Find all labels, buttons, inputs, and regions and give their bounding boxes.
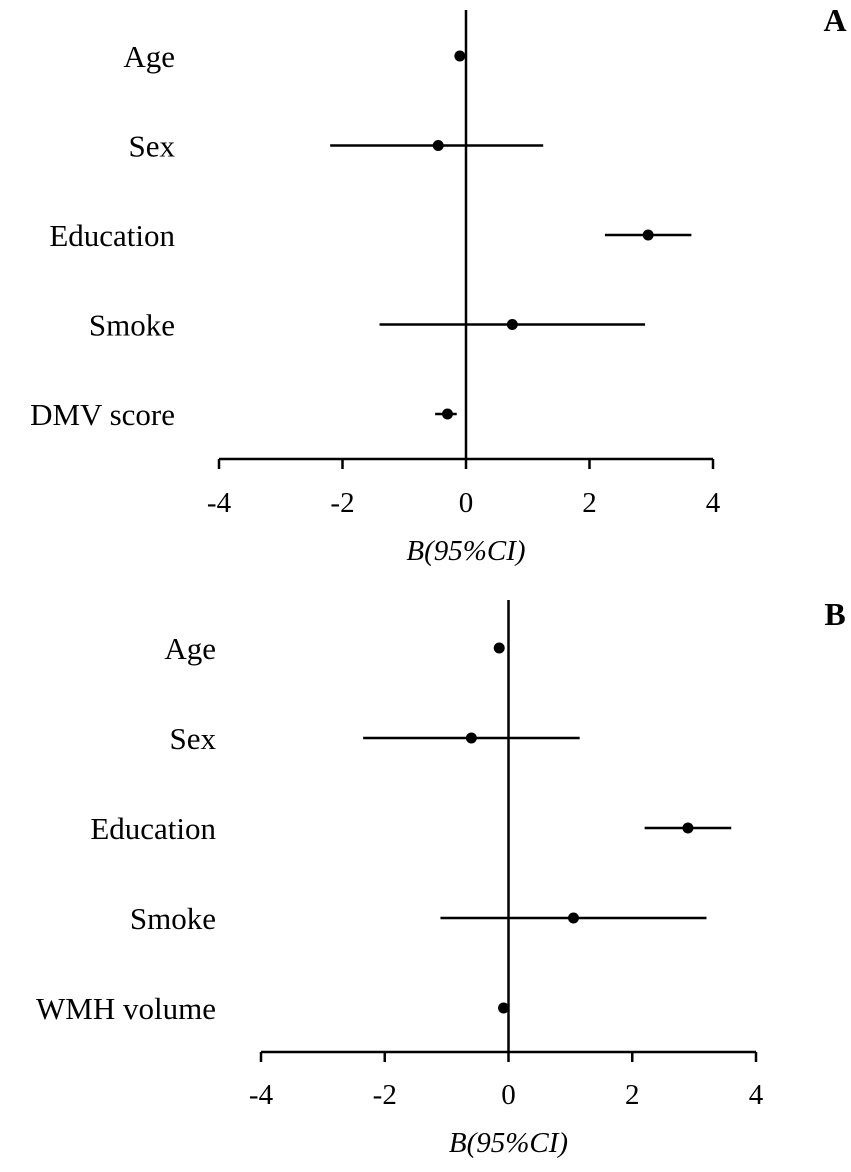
category-label: WMH volume xyxy=(36,991,216,1026)
x-tick-label: -4 xyxy=(249,1079,274,1111)
category-label: Sex xyxy=(129,129,176,164)
point-estimate xyxy=(454,50,466,62)
point-estimate xyxy=(506,319,518,330)
x-tick-label: -4 xyxy=(207,487,232,519)
point-estimate xyxy=(465,732,477,744)
x-tick-label: -2 xyxy=(373,1079,397,1111)
x-tick-label: -2 xyxy=(330,487,354,519)
point-estimate xyxy=(567,912,579,924)
x-tick-label: 0 xyxy=(501,1079,516,1111)
x-tick-label: 2 xyxy=(625,1079,640,1111)
category-label: Smoke xyxy=(130,901,216,936)
panel-b: B -4 -2 0 2 4 B(95%CI) Age Sex Education Smoke WMH … xyxy=(36,596,846,1159)
category-label: Education xyxy=(90,811,216,846)
point-estimate xyxy=(493,642,505,654)
x-tick-label: 0 xyxy=(459,487,474,519)
category-label: Sex xyxy=(170,721,217,756)
point-estimate xyxy=(682,822,694,834)
x-tick-label: 4 xyxy=(706,487,721,519)
category-label: DMV score xyxy=(30,397,175,432)
x-axis-title: B(95%CI) xyxy=(406,535,525,567)
panel-letter: B xyxy=(824,596,845,632)
x-axis-title: B(95%CI) xyxy=(449,1127,568,1159)
panel-letter: A xyxy=(823,2,846,38)
category-label: Age xyxy=(164,631,216,666)
point-estimate xyxy=(642,229,654,241)
panel-a: A -4 -2 0 2 4 B(95%CI) Age Sex Education Smoke DMV … xyxy=(30,2,846,567)
point-estimate xyxy=(498,1002,510,1014)
point-estimate xyxy=(441,408,453,420)
x-tick-label: 4 xyxy=(749,1079,764,1111)
category-label: Smoke xyxy=(89,308,175,343)
category-label: Education xyxy=(49,218,175,253)
category-label: Age xyxy=(123,39,175,74)
x-tick-label: 2 xyxy=(582,487,597,519)
point-estimate xyxy=(432,140,444,151)
